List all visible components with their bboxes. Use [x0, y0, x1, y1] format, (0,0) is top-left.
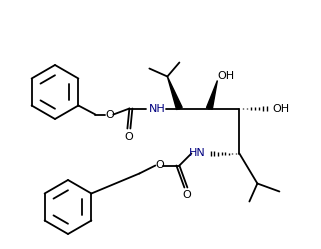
Text: O: O — [155, 161, 164, 171]
Text: HN: HN — [189, 148, 206, 159]
Text: O: O — [105, 110, 114, 120]
Polygon shape — [167, 76, 182, 110]
Text: OH: OH — [218, 70, 235, 80]
Text: OH: OH — [273, 104, 290, 114]
Text: NH: NH — [149, 104, 166, 114]
Polygon shape — [206, 80, 217, 109]
Text: O: O — [124, 131, 133, 141]
Text: O: O — [182, 190, 191, 200]
